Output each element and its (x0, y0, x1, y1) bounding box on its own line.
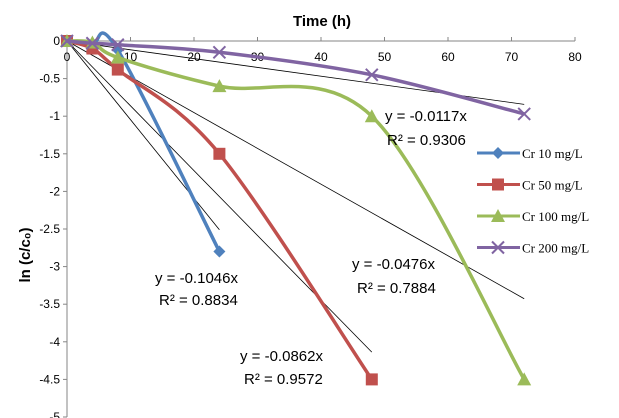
y-tick-label: -2 (49, 184, 60, 198)
x-tick-label: 70 (505, 50, 519, 64)
y-tick-label: -1.5 (39, 147, 60, 161)
legend-marker (491, 209, 505, 222)
trendline (66, 40, 525, 300)
trendline-r2-label: R² = 0.7884 (357, 280, 436, 297)
y-tick-label: -1 (49, 109, 60, 123)
y-tick-label: 0 (53, 34, 60, 48)
data-point-marker (517, 107, 531, 121)
y-tick-label: -4.5 (39, 372, 60, 386)
equation-labels: y = -0.1046x R² = 0.8834 y = -0.0862x R²… (155, 108, 467, 388)
data-point-marker (213, 245, 226, 258)
data-point-marker (365, 68, 379, 82)
data-point-marker (111, 63, 124, 76)
data-point-marker (364, 109, 379, 123)
legend-marker (491, 240, 505, 255)
data-point-marker (213, 147, 226, 160)
data-point-marker (212, 79, 227, 93)
x-tick-label: 80 (568, 50, 582, 64)
data-point-marker (517, 372, 532, 386)
y-tick-label: -0.5 (39, 72, 60, 86)
x-tick-label: 60 (441, 50, 455, 64)
legend-label: Cr 10 mg/L (522, 146, 583, 161)
trendline-equation-label: y = -0.0476x (352, 256, 435, 273)
legend-label: Cr 50 mg/L (522, 178, 583, 193)
y-tick-label: -3 (49, 260, 60, 274)
data-point-marker (365, 373, 378, 386)
trendline-equation-label: y = -0.1046x (155, 270, 238, 287)
legend-marker (492, 147, 504, 159)
legend-marker (492, 178, 504, 191)
data-point-marker (85, 36, 100, 50)
legend: Cr 10 mg/L Cr 50 mg/L Cr 100 mg/L Cr 200 mg… (477, 146, 589, 256)
trendline-r2-label: R² = 0.9572 (244, 371, 323, 388)
axes: 0-0.5-1-1.5-2-2.5-3-3.5-4-4.5-50 10 20 30 40… (39, 34, 582, 418)
y-tick-label: -5 (49, 410, 60, 418)
series-layer (60, 31, 532, 386)
data-point-marker (212, 45, 227, 59)
series-line (66, 39, 526, 381)
y-tick-label: -2.5 (39, 222, 60, 236)
legend-label: Cr 100 mg/L (522, 209, 589, 224)
y-tick-label: -4 (49, 335, 60, 349)
trendline-r2-label: R² = 0.9306 (387, 132, 466, 149)
legend-label: Cr 200 mg/L (522, 241, 589, 256)
y-axis-title: ln (c/c₀) (17, 227, 34, 282)
x-tick-label: 40 (314, 50, 328, 64)
data-point-marker (60, 34, 74, 48)
data-point-marker (111, 38, 125, 52)
data-point-marker (110, 50, 125, 64)
x-axis-title: Time (h) (293, 13, 351, 30)
x-tick-label: 20 (187, 50, 201, 64)
trendline-r2-label: R² = 0.8834 (159, 292, 238, 309)
y-tick-label: -3.5 (39, 297, 60, 311)
trendline-equation-label: y = -0.0862x (240, 348, 323, 365)
x-tick-label: 0 (64, 50, 71, 64)
x-tick-label: 50 (378, 50, 392, 64)
trendline-equation-label: y = -0.0117x (385, 108, 467, 125)
